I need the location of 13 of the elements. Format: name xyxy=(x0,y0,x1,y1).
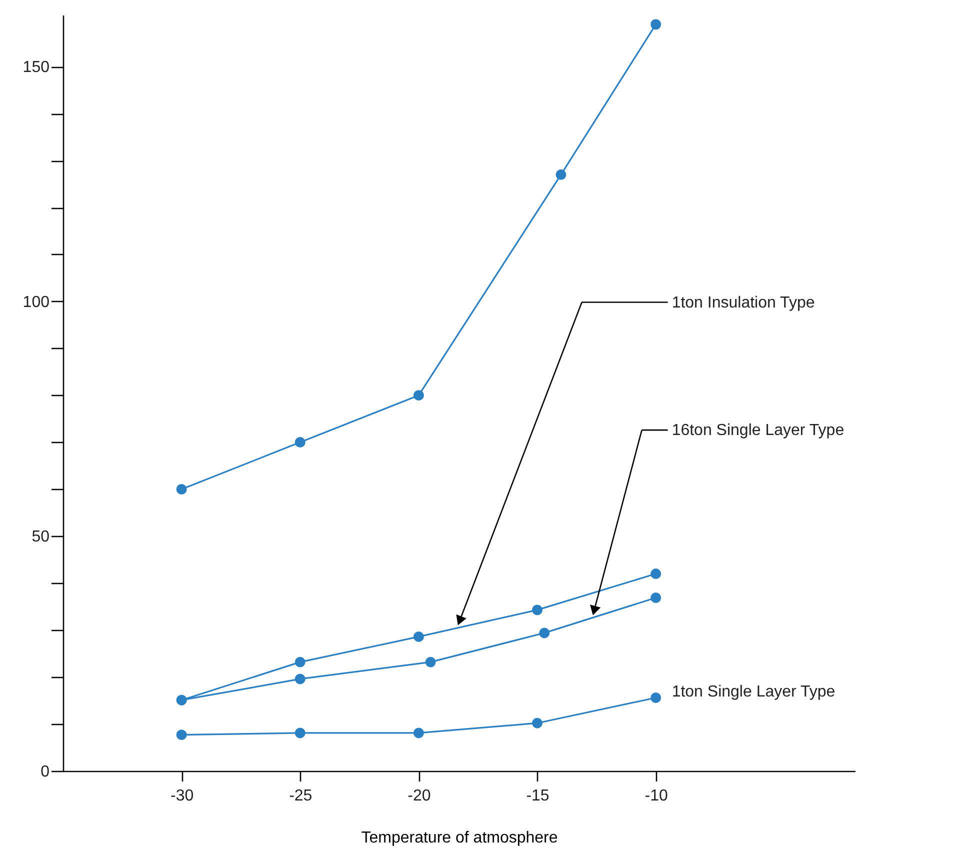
series-label: 1ton Single Layer Type xyxy=(672,684,836,701)
text: 16ton Single Layer Type xyxy=(672,422,844,440)
y-tick-label: 100 xyxy=(22,294,50,311)
x-tick-label: -25 xyxy=(289,788,312,804)
y-tick-label: 50 xyxy=(32,528,50,546)
y-tick-label: 150 xyxy=(22,59,50,76)
x-tick-label: -30 xyxy=(170,788,194,804)
x-tick-label: -20 xyxy=(408,788,431,804)
x-tick-label: -10 xyxy=(644,788,668,804)
text: 1ton Insulation Type xyxy=(672,294,815,312)
x-tick-label: -15 xyxy=(526,788,550,804)
y-tick-label: 0 xyxy=(40,764,50,780)
x-axis-title: Temperature of atmosphere xyxy=(361,830,558,846)
